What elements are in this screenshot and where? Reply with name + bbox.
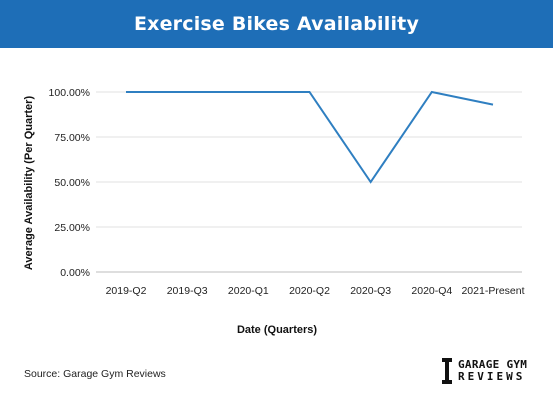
y-tick-label: 25.00% — [54, 222, 90, 234]
y-tick-label: 100.00% — [49, 87, 90, 99]
line-chart: 0.00%25.00%50.00%75.00%100.00% 2019-Q2 20… — [23, 87, 525, 336]
x-axis-label: Date (Quarters) — [237, 324, 317, 336]
series-line — [126, 90, 494, 184]
y-tick-label: 0.00% — [60, 267, 90, 279]
series-layer — [126, 90, 494, 184]
y-tick-label: 75.00% — [54, 132, 90, 144]
brand-logo: GARAGE GYM REVIEWS — [440, 356, 532, 386]
x-tick-label: 2020-Q2 — [289, 285, 330, 297]
header-banner: Exercise Bikes Availability — [0, 0, 553, 48]
x-tick-label: 2020-Q1 — [228, 285, 269, 297]
dumbbell-icon — [442, 358, 452, 384]
grid-lines — [96, 91, 522, 273]
x-tick-label: 2020-Q3 — [350, 285, 391, 297]
y-axis-ticks: 0.00% 25.00% 50.00% 75.00% 100.00% — [49, 87, 90, 279]
source-note: Source: Garage Gym Reviews — [24, 368, 166, 380]
y-tick-label: 50.00% — [54, 177, 90, 189]
x-tick-label: 2021-Present — [461, 285, 524, 297]
logo-text-bottom: REVIEWS — [458, 370, 526, 383]
x-tick-label: 2019-Q3 — [167, 285, 208, 297]
chart-title: Exercise Bikes Availability — [133, 13, 420, 35]
logo-text-top: GARAGE GYM — [458, 358, 528, 371]
y-axis-label: Average Availability (Per Quarter) — [23, 96, 35, 271]
x-axis-ticks: 2019-Q2 2019-Q3 2020-Q1 2020-Q2 2020-Q3 2020-… — [106, 285, 525, 297]
x-tick-label: 2020-Q4 — [411, 285, 452, 297]
x-tick-label: 2019-Q2 — [106, 285, 147, 297]
